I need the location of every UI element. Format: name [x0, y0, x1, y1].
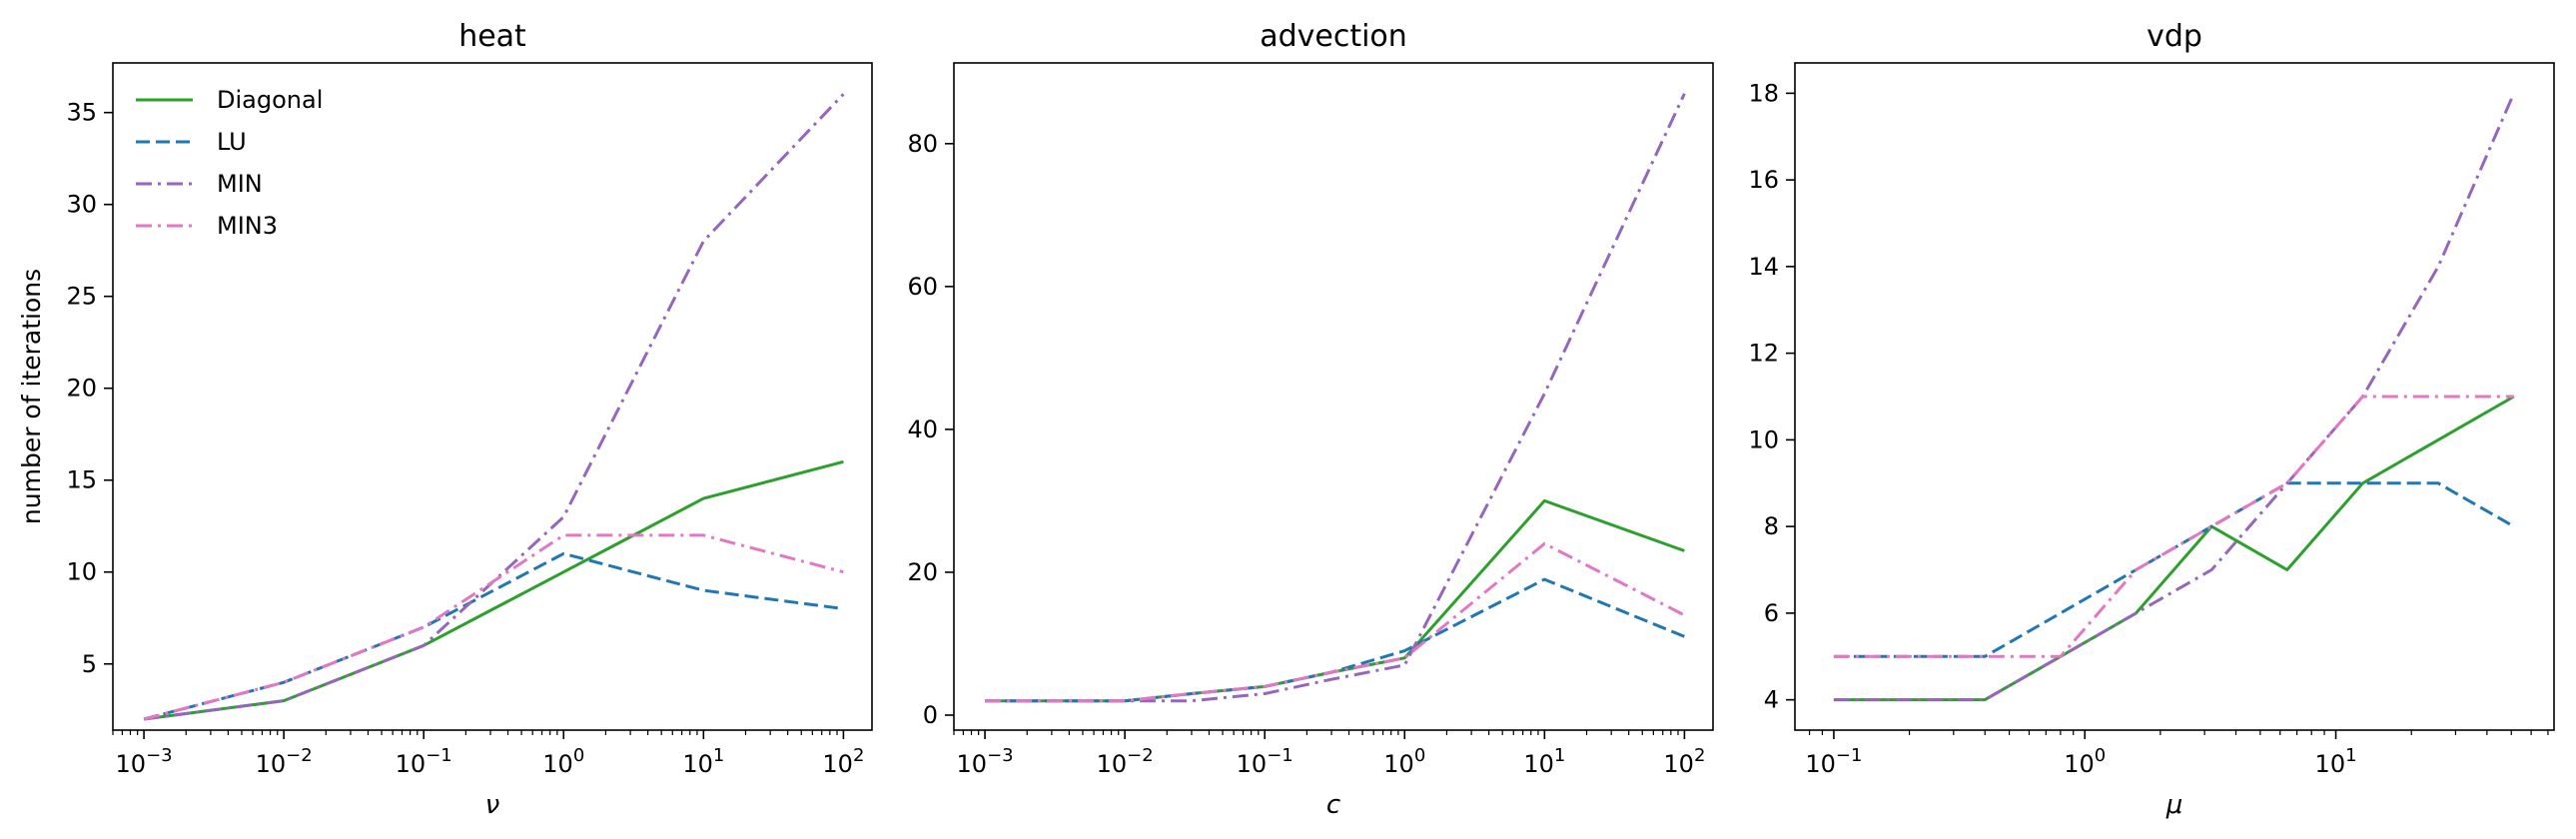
x-tick-label-exponent: −2	[1127, 745, 1154, 766]
x-tick-label: 102	[1663, 745, 1705, 778]
plot-frame	[1794, 62, 2555, 731]
y-tick-label: 60	[907, 273, 938, 301]
x-axis-label: μ	[2165, 790, 2183, 820]
x-tick-label: 100	[542, 745, 584, 778]
y-tick-label: 25	[66, 283, 97, 311]
x-tick-label-exponent: −3	[146, 745, 173, 766]
x-tick-label-base: 10	[957, 750, 988, 778]
x-tick-label-base: 10	[682, 750, 713, 778]
x-tick-label-exponent: −3	[987, 745, 1014, 766]
y-tick-label: 8	[1764, 512, 1779, 540]
x-tick-label-base: 10	[1237, 750, 1268, 778]
x-tick-label-base: 10	[1663, 750, 1694, 778]
x-tick-label: 100	[1383, 745, 1425, 778]
x-tick-label-exponent: 0	[573, 745, 584, 766]
y-tick-label: 35	[66, 99, 97, 127]
x-tick-label: 101	[1523, 745, 1565, 778]
series-line-min3	[143, 533, 844, 721]
series-line-min	[1833, 92, 2516, 702]
x-axis-label: ν	[485, 790, 500, 820]
x-tick-label: 10−1	[1805, 745, 1862, 778]
x-tick-label: 10−1	[396, 745, 452, 778]
legend-label-min: MIN	[217, 170, 263, 198]
x-tick-label: 10−1	[1237, 745, 1293, 778]
y-tick-label: 15	[66, 466, 97, 494]
chart-title: vdp	[2147, 19, 2202, 54]
y-tick-label: 20	[907, 558, 938, 586]
x-tick-label-exponent: 1	[713, 745, 724, 766]
y-tick-label: 40	[907, 416, 938, 443]
x-tick-label-exponent: 0	[2095, 745, 2106, 766]
x-tick-label: 101	[2315, 745, 2357, 778]
x-tick-label-exponent: 1	[1554, 745, 1565, 766]
series-line-lu	[985, 577, 1685, 703]
y-tick-label: 6	[1764, 599, 1779, 627]
y-axis-label: number of iterations	[17, 269, 46, 524]
series-line-min	[985, 93, 1686, 703]
x-tick-label-base: 10	[256, 750, 287, 778]
y-tick-label: 16	[1748, 166, 1779, 194]
x-tick-label: 10−3	[957, 745, 1014, 778]
x-tick-label: 10−2	[1097, 745, 1154, 778]
x-tick-label-exponent: −1	[1836, 745, 1863, 766]
chart-panel-0: 10−3 10−2 10−1 100 101 1025101520253035heatνn…	[17, 19, 873, 820]
legend-label-lu: LU	[217, 128, 247, 156]
chart-title: advection	[1260, 19, 1407, 54]
x-tick-label-base: 10	[396, 750, 427, 778]
series-line-lu	[143, 551, 844, 721]
y-tick-label: 4	[1764, 686, 1779, 714]
y-tick-label: 12	[1748, 340, 1779, 368]
x-tick-label-base: 10	[2315, 750, 2346, 778]
y-tick-label: 0	[923, 701, 938, 729]
x-tick-label-exponent: 1	[2345, 745, 2356, 766]
y-tick-label: 10	[66, 558, 97, 586]
legend-label-min3: MIN3	[217, 212, 278, 240]
x-tick-label-exponent: 2	[853, 745, 864, 766]
x-tick-label-base: 10	[542, 750, 573, 778]
y-tick-label: 80	[907, 130, 938, 158]
x-tick-label: 101	[682, 745, 724, 778]
y-tick-label: 14	[1748, 253, 1779, 281]
x-tick-label-exponent: −2	[286, 745, 313, 766]
x-tick-label-base: 10	[822, 750, 853, 778]
x-tick-label-base: 10	[1097, 750, 1128, 778]
x-tick-label: 10−3	[116, 745, 173, 778]
y-tick-label: 30	[66, 191, 97, 219]
x-tick-label-exponent: 2	[1694, 745, 1705, 766]
series-line-diagonal	[143, 459, 844, 721]
y-tick-label: 18	[1748, 79, 1779, 107]
series-line-min3	[1833, 395, 2514, 658]
y-tick-label: 10	[1748, 425, 1779, 453]
y-tick-label: 5	[82, 650, 97, 678]
x-tick-label-exponent: −1	[1267, 745, 1293, 766]
x-tick-label-exponent: 0	[1414, 745, 1425, 766]
plot-frame	[953, 62, 1714, 731]
y-tick-label: 20	[66, 375, 97, 403]
chart-title: heat	[458, 19, 526, 54]
x-tick-label-base: 10	[1523, 750, 1554, 778]
x-tick-label: 10−2	[256, 745, 313, 778]
x-tick-label-base: 10	[2064, 750, 2095, 778]
x-axis-label: c	[1326, 790, 1340, 820]
x-tick-label-base: 10	[1383, 750, 1414, 778]
series-line-min3	[985, 541, 1686, 703]
x-tick-label-base: 10	[1805, 750, 1836, 778]
x-tick-label: 100	[2064, 745, 2106, 778]
x-tick-label-base: 10	[116, 750, 147, 778]
legend-label-diagonal: Diagonal	[217, 86, 323, 114]
plot-frame	[112, 62, 873, 731]
x-tick-label: 102	[822, 745, 864, 778]
legend: Diagonal LU MIN MIN3	[136, 86, 323, 240]
series-line-diagonal	[1833, 395, 2515, 702]
x-tick-label-exponent: −1	[426, 745, 452, 766]
